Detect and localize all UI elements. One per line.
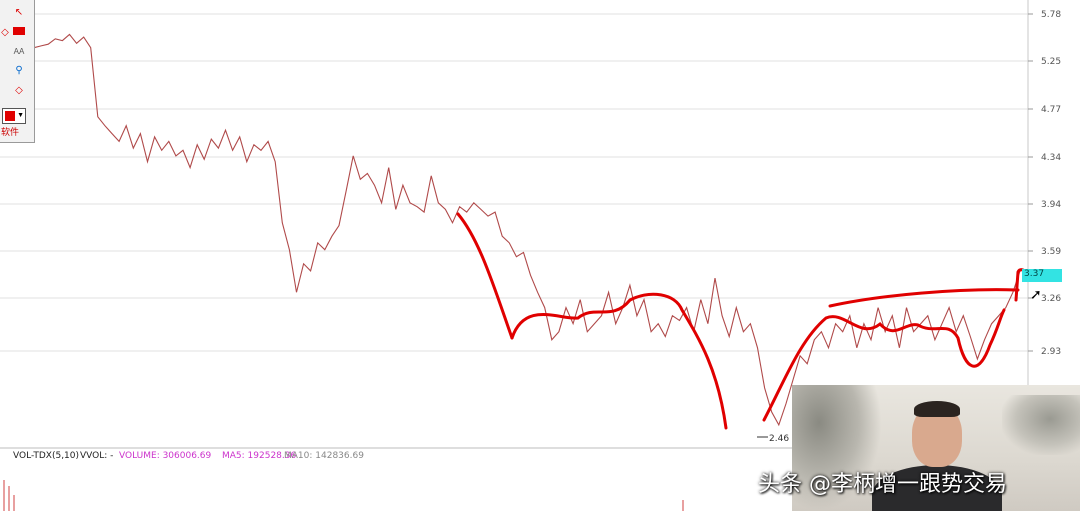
watermark: 头条 @李柄增一跟势交易 [758, 472, 1007, 497]
vol-ma10: MA10: 142836.69 [284, 451, 364, 461]
text-tool-icon[interactable]: AA [13, 47, 25, 56]
mouse-cursor-icon: ➚ [1030, 286, 1042, 302]
toolbox-label: 软件 [1, 127, 20, 137]
rectangle-tool-icon[interactable] [12, 26, 26, 40]
y-tick-label: 5.25 [1041, 57, 1061, 67]
presenter-hair [914, 401, 960, 417]
volume-panel-header: VOL-TDX(5,10) VVOL: - VOLUME: 306006.69 … [13, 451, 364, 461]
last-price-tag: 3.37 [1022, 269, 1062, 282]
annotation-stroke-consolidation [510, 292, 728, 430]
y-tick-label: 4.77 [1041, 105, 1061, 115]
vol-ma5: MA5: 192528.36 [222, 451, 296, 461]
y-tick-label: 4.34 [1041, 153, 1061, 163]
chevron-down-icon[interactable]: ▼ [17, 112, 24, 119]
grid-lines [0, 13, 1028, 352]
line-tool-icon[interactable]: ◇ [1, 27, 9, 38]
magnifier-tool-icon[interactable]: ⚲ [15, 65, 23, 76]
diamond-tool-icon[interactable]: ◇ [15, 85, 23, 96]
y-tick-label: 3.26 [1041, 294, 1061, 304]
low-annotation: 2.46 [757, 434, 789, 444]
last-price-value: 3.37 [1024, 269, 1045, 279]
price-line [33, 33, 1021, 427]
arrow-tool-icon[interactable]: ↖ [14, 7, 24, 18]
volume-bars-fragment [3, 480, 684, 511]
y-tick-label: 2.93 [1041, 347, 1061, 357]
annotation-stroke-recovery [762, 308, 1006, 422]
drawing-toolbox: ↖ ◇ ⚲ AA ◇ ▼ 软件 [0, 0, 35, 143]
annotation-stroke-decline [456, 212, 514, 340]
annotation-stroke-upper [828, 288, 1020, 308]
presenter-video [792, 385, 1080, 511]
vol-vvol: VVOL: - [80, 451, 113, 461]
color-picker[interactable]: ▼ [2, 108, 26, 124]
vol-volume: VOLUME: 306006.69 [119, 451, 212, 461]
vol-indicator-name: VOL-TDX(5,10) [13, 451, 79, 461]
y-tick-label: 3.59 [1041, 247, 1061, 257]
y-tick-label: 5.78 [1041, 10, 1061, 20]
low-annotation-label: 2.46 [769, 434, 789, 444]
y-tick-label: 3.94 [1041, 200, 1061, 210]
annotation-strokes [456, 212, 1028, 430]
presenter-body [872, 465, 1002, 511]
color-swatch [5, 111, 15, 121]
y-axis-ticks: 5.78 5.25 4.77 4.34 3.94 3.59 3.26 2.93 [1028, 10, 1061, 357]
painting-tree-background [792, 385, 882, 511]
painting-mountain-background [1002, 395, 1080, 455]
